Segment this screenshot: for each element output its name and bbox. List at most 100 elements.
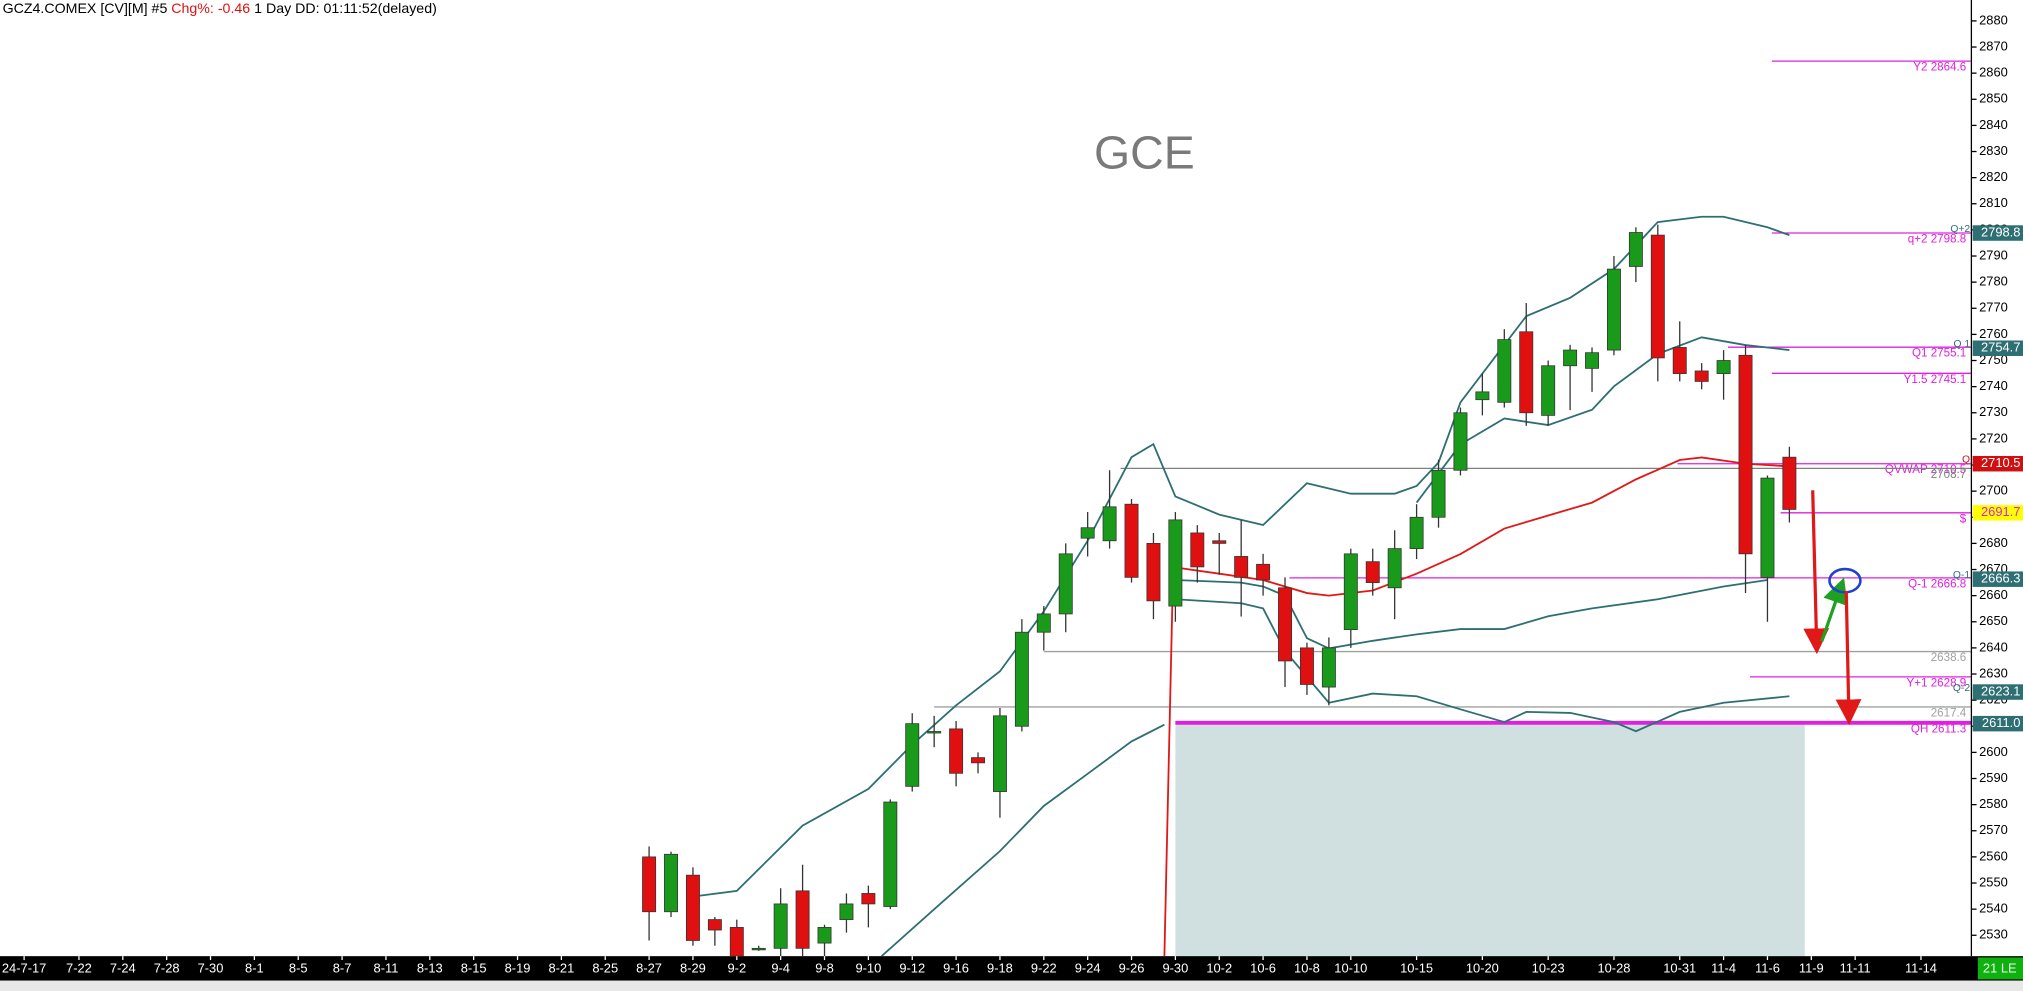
candle-body: [1585, 352, 1599, 369]
candle: [1541, 360, 1556, 426]
candle: [1365, 548, 1380, 596]
candle: [685, 867, 700, 946]
candle: [1146, 532, 1161, 620]
price-tag-prefix: Q-2: [1953, 683, 1970, 694]
candle: [1212, 532, 1227, 575]
y-tick-label: 2580: [1979, 796, 2008, 811]
candle-body: [1080, 527, 1095, 539]
candle-body: [1431, 469, 1446, 518]
price-tag: [1972, 684, 2023, 700]
price-tag-label: 2666.3: [1981, 571, 2020, 586]
x-tick-label: 9-24: [1075, 960, 1101, 975]
candle: [1387, 530, 1402, 620]
candle: [1409, 504, 1424, 560]
level-label: Q1 2755.1: [1912, 347, 1966, 360]
candle: [839, 893, 854, 933]
y-tick-label: 2830: [1979, 143, 2008, 158]
x-tick-label: 11-11: [1840, 960, 1871, 975]
price-tag: [1972, 225, 2023, 241]
candle-body: [1497, 339, 1512, 403]
y-tick-label: 2840: [1979, 117, 2008, 132]
candle-body: [927, 731, 942, 734]
candle: [1760, 475, 1775, 622]
x-tick-label: 7-24: [110, 960, 136, 975]
y-tick-label: 2680: [1979, 535, 2008, 550]
level-label: QVWAP 2710.5: [1885, 463, 1966, 476]
x-tick-label: 8-11: [374, 960, 399, 975]
price-tag-prefix: Q+2: [1950, 224, 1970, 235]
x-tick-label: 11-14: [1905, 960, 1937, 975]
level-label: QH 2611.3: [1911, 722, 1966, 735]
price-tag-prefix: Q 1: [1953, 339, 1970, 350]
arrow-up: [1820, 577, 1848, 642]
x-tick-label: 8-27: [636, 960, 662, 975]
y-tick-label: 2870: [1979, 38, 2008, 53]
candle: [1497, 329, 1512, 408]
price-tag: [1972, 715, 2023, 732]
bottom-strip: [0, 980, 2023, 991]
candle: [992, 707, 1007, 818]
x-tick-label: 9-22: [1031, 960, 1057, 975]
x-tick-label: 8-29: [680, 960, 706, 975]
x-tick-label: 8-1: [245, 960, 264, 975]
price-tag: [1972, 455, 2023, 472]
x-tick-label: 9-16: [943, 960, 969, 975]
candle: [795, 864, 810, 957]
candle-body: [1146, 543, 1161, 602]
x-tick-label: 9-12: [899, 960, 925, 975]
x-tick-label: 8-19: [505, 960, 531, 975]
candle-body: [905, 723, 920, 787]
x-tick-label: 8-21: [548, 960, 574, 975]
y-tick-label: 2770: [1979, 300, 2008, 315]
candle: [1431, 459, 1446, 528]
candle: [971, 752, 985, 774]
candle-body: [1650, 234, 1665, 359]
band-line: [1175, 579, 1768, 650]
x-tick-label: 10-8: [1294, 960, 1320, 975]
x-tick-label: 10-23: [1532, 960, 1565, 975]
candle-body: [1321, 647, 1336, 688]
candle: [1190, 525, 1205, 583]
y-tick-label: 2530: [1979, 927, 2008, 942]
candle-body: [795, 890, 810, 949]
x-tick-label: 7-22: [66, 960, 92, 975]
candle-body: [1168, 519, 1183, 607]
level-label: Y2 2864.6: [1913, 61, 1966, 74]
y-tick-label: 2660: [1979, 587, 2008, 602]
candle-body: [1190, 532, 1205, 568]
candle-body: [1782, 456, 1797, 510]
candle: [1475, 373, 1490, 416]
candle: [707, 916, 722, 946]
y-tick-label: 2820: [1979, 169, 2008, 184]
x-tick-label: 10-15: [1400, 960, 1433, 975]
candle-body: [992, 715, 1007, 792]
price-tag: [1972, 505, 2023, 521]
candle-body: [685, 874, 700, 941]
price-tag-label: 2623.1: [1981, 683, 2020, 698]
candle-body: [642, 856, 657, 913]
candle-body: [1453, 412, 1468, 471]
candle-body: [664, 853, 678, 913]
candle-body: [1563, 349, 1578, 367]
candle-body: [1716, 360, 1731, 374]
candle-body: [1519, 331, 1534, 414]
x-tick-label: 9-26: [1119, 960, 1145, 975]
price-tag-label: 2611.0: [1982, 715, 2020, 730]
candle-body: [1606, 268, 1621, 351]
y-tick-label: 2640: [1979, 639, 2008, 654]
candle-body: [1541, 365, 1556, 416]
x-tick-label: 10-31: [1663, 960, 1696, 975]
candle: [1234, 519, 1249, 617]
x-tick-label: 8-13: [417, 960, 443, 975]
support-zone: [1175, 722, 1805, 957]
x-tick-label: 9-8: [815, 960, 834, 975]
candle: [664, 851, 678, 917]
candle: [817, 924, 832, 957]
candle: [1672, 321, 1687, 382]
candle: [1738, 344, 1753, 594]
x-tick-label: 8-15: [461, 960, 487, 975]
candle-body: [839, 903, 854, 920]
candle: [1299, 642, 1314, 695]
candle: [1058, 543, 1073, 633]
x-tick-label: 10-20: [1466, 960, 1499, 975]
